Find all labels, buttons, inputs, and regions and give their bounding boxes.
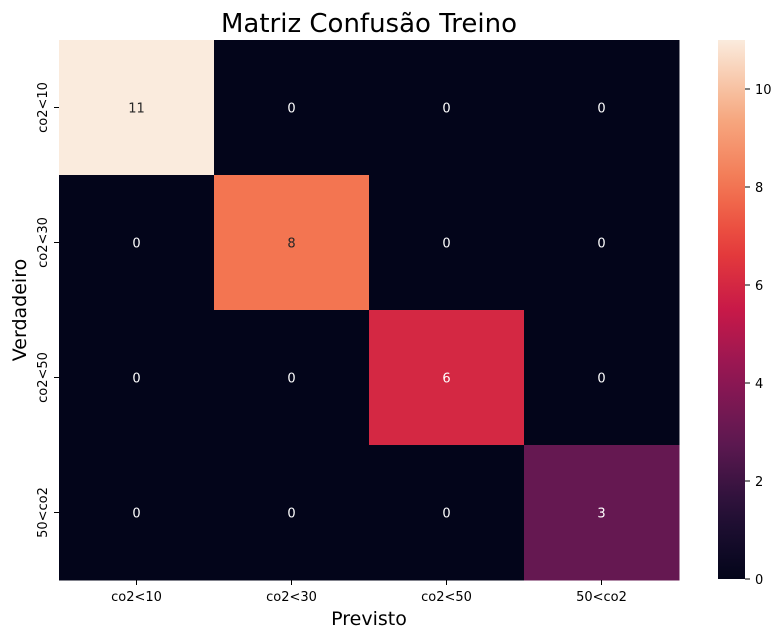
cell-value-label: 3	[597, 507, 605, 522]
cell-value-label: 0	[132, 372, 140, 387]
x-tick-label: 50<co2	[576, 590, 627, 605]
colorbar-tick-label: 2	[755, 475, 763, 490]
cell-value-label: 0	[597, 372, 605, 387]
heatmap-cells	[59, 40, 680, 581]
colorbar-tick-label: 0	[755, 573, 763, 588]
x-axis-label: Previsto	[331, 608, 407, 630]
x-axis-ticks: co2<10 co2<30 co2<50 50<co2	[111, 580, 627, 605]
heatmap-cell	[59, 40, 215, 176]
colorbar-tick-label: 6	[755, 279, 763, 294]
y-tick-label: 50<co2	[36, 487, 51, 538]
heatmap-cell	[214, 175, 370, 311]
heatmap-cell	[524, 40, 680, 176]
cell-value-label: 6	[442, 372, 450, 387]
cell-value-label: 0	[287, 372, 295, 387]
y-axis-label: Verdadeiro	[9, 259, 31, 361]
heatmap-cell	[214, 40, 370, 176]
heatmap-cell	[369, 445, 525, 581]
heatmap-cell	[369, 175, 525, 311]
colorbar-tick-label: 4	[755, 377, 763, 392]
x-tick-label: co2<50	[421, 590, 472, 605]
cell-value-label: 0	[597, 237, 605, 252]
heatmap-cell	[214, 445, 370, 581]
cell-value-label: 8	[287, 237, 295, 252]
cell-value-label: 0	[442, 507, 450, 522]
cell-value-label: 0	[442, 237, 450, 252]
heatmap-cell	[524, 175, 680, 311]
y-axis-ticks: co2<10 co2<30 co2<50 50<co2	[36, 82, 59, 538]
cell-value-label: 0	[132, 507, 140, 522]
colorbar-ticks: 0 2 4 6 8 10	[745, 83, 772, 588]
heatmap-cell	[369, 310, 525, 446]
heatmap-cell	[524, 310, 680, 446]
cell-value-label: 0	[597, 102, 605, 117]
chart-title: Matriz Confusão Treino	[221, 9, 517, 39]
heatmap-cell	[214, 310, 370, 446]
y-tick-label: co2<10	[36, 82, 51, 133]
colorbar-tick-label: 10	[755, 83, 772, 98]
heatmap-cell-labels: 11 0 0 0 0 8 0 0 0 0 6 0 0 0 0 3	[128, 102, 605, 522]
cell-value-label: 0	[132, 237, 140, 252]
heatmap-cell	[59, 310, 215, 446]
y-tick-label: co2<30	[36, 217, 51, 268]
y-tick-label: co2<50	[36, 352, 51, 403]
heatmap-cell	[59, 445, 215, 581]
x-tick-label: co2<10	[111, 590, 162, 605]
heatmap-cell	[524, 445, 680, 581]
colorbar-tick-label: 8	[755, 181, 763, 196]
cell-value-label: 0	[287, 102, 295, 117]
cell-value-label: 11	[128, 102, 145, 117]
colorbar	[718, 40, 745, 579]
heatmap-cell	[59, 175, 215, 311]
cell-value-label: 0	[442, 102, 450, 117]
cell-value-label: 0	[287, 507, 295, 522]
x-tick-label: co2<30	[266, 590, 317, 605]
heatmap-cell	[369, 40, 525, 176]
